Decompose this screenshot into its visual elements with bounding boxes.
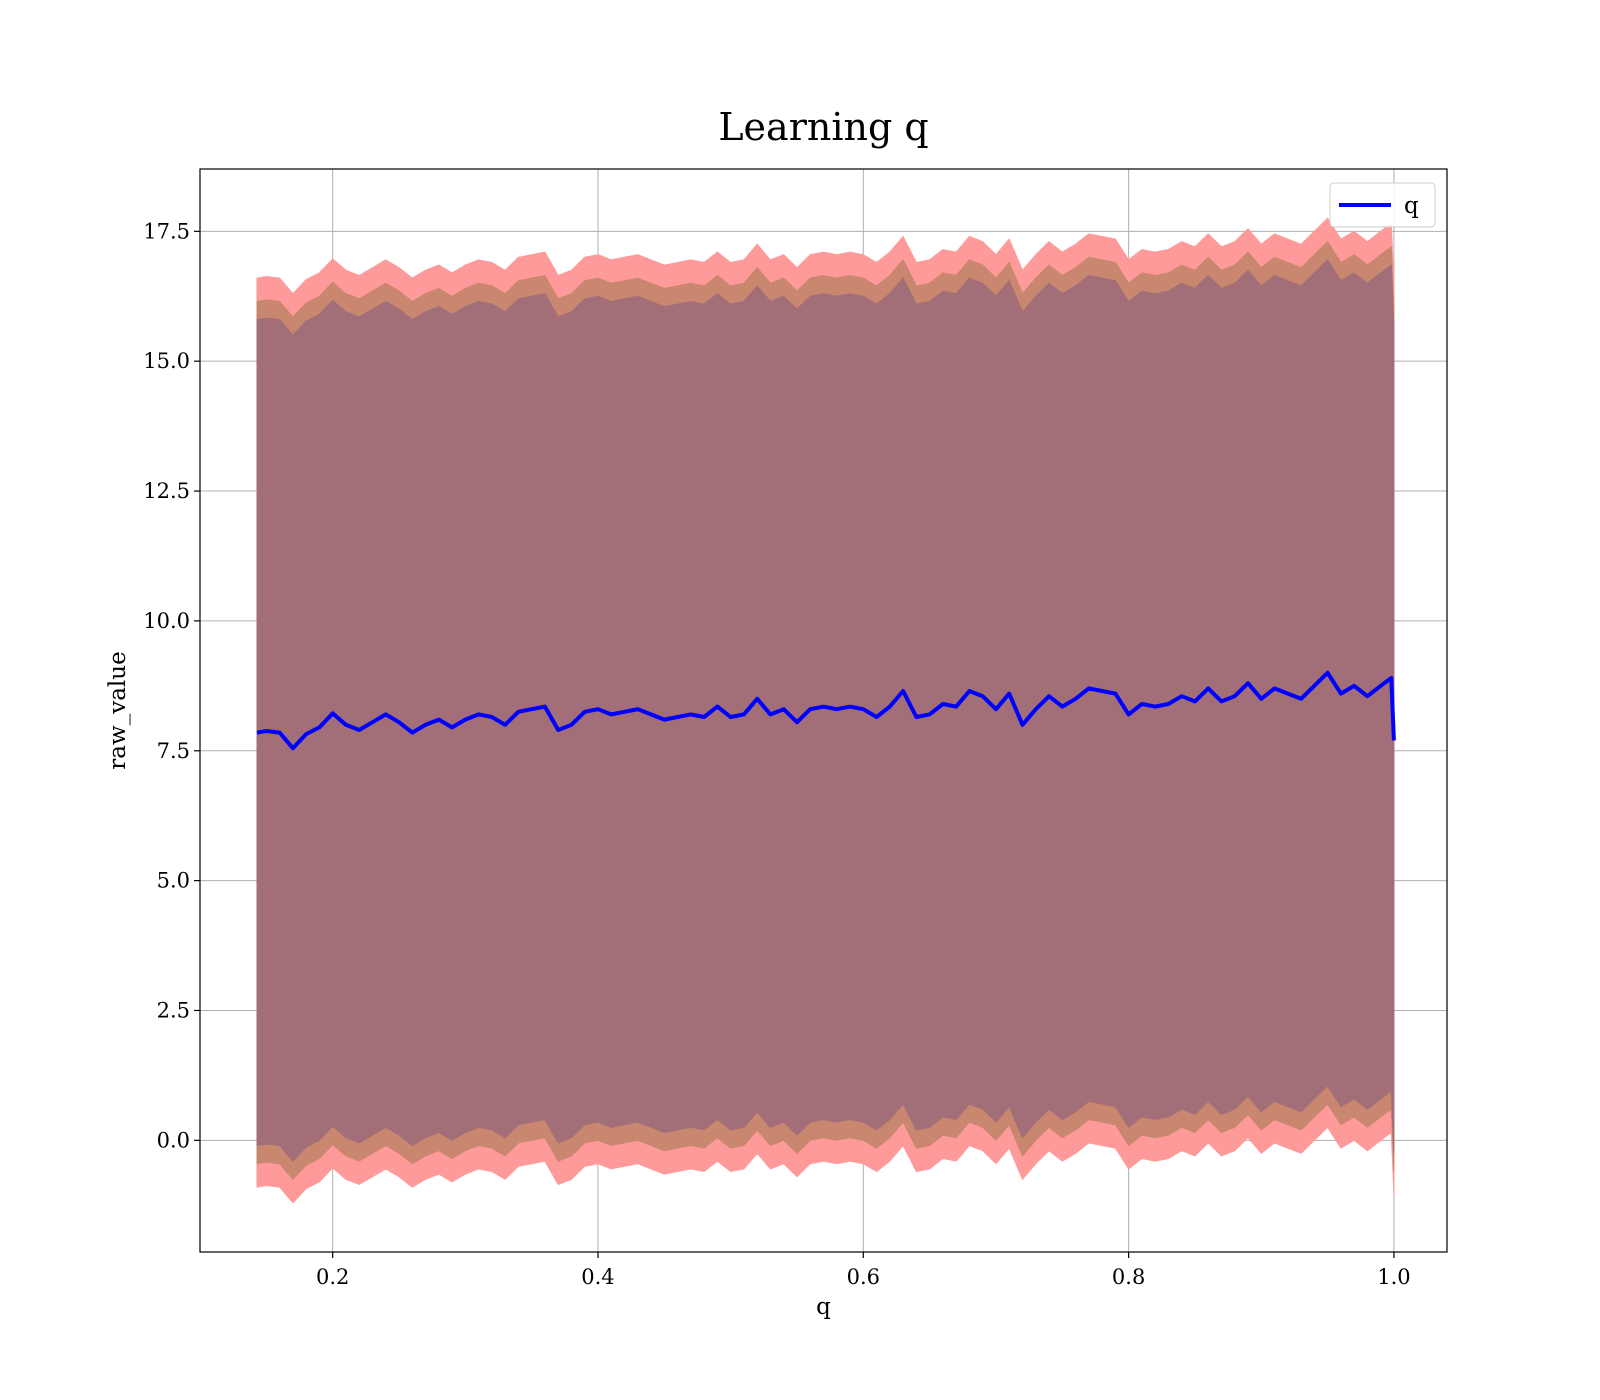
confidence-bands [256,217,1395,1204]
y-axis: 0.0 2.5 5.0 7.5 10.0 12.5 15.0 17.5 [143,219,200,1152]
y-tick-label: 2.5 [157,998,190,1022]
y-tick-label: 17.5 [143,219,190,243]
x-axis: 0.2 0.4 0.6 0.8 1.0 [316,1252,1411,1289]
legend: q [1329,182,1436,228]
x-tick-label: 1.0 [1377,1265,1410,1289]
y-tick-label: 7.5 [157,739,190,763]
y-axis-label: raw_value [105,651,131,769]
band-inner [256,259,1395,1162]
x-axis-label: q [816,1294,831,1320]
plot-frame [199,168,1448,1253]
x-tick-label: 0.8 [1112,1265,1145,1289]
legend-entry-q: q [1404,193,1419,219]
y-tick-label: 0.0 [157,1128,190,1152]
y-tick-label: 10.0 [143,609,190,633]
chart-title: Learning q [718,105,928,149]
series-lines [256,670,1396,751]
x-tick-label: 0.6 [847,1265,880,1289]
y-tick-label: 12.5 [143,479,190,503]
x-tick-label: 0.4 [581,1265,614,1289]
y-tick-label: 15.0 [143,349,190,373]
y-tick-label: 5.0 [157,869,190,893]
series-line-q [256,670,1396,751]
x-tick-label: 0.2 [316,1265,349,1289]
